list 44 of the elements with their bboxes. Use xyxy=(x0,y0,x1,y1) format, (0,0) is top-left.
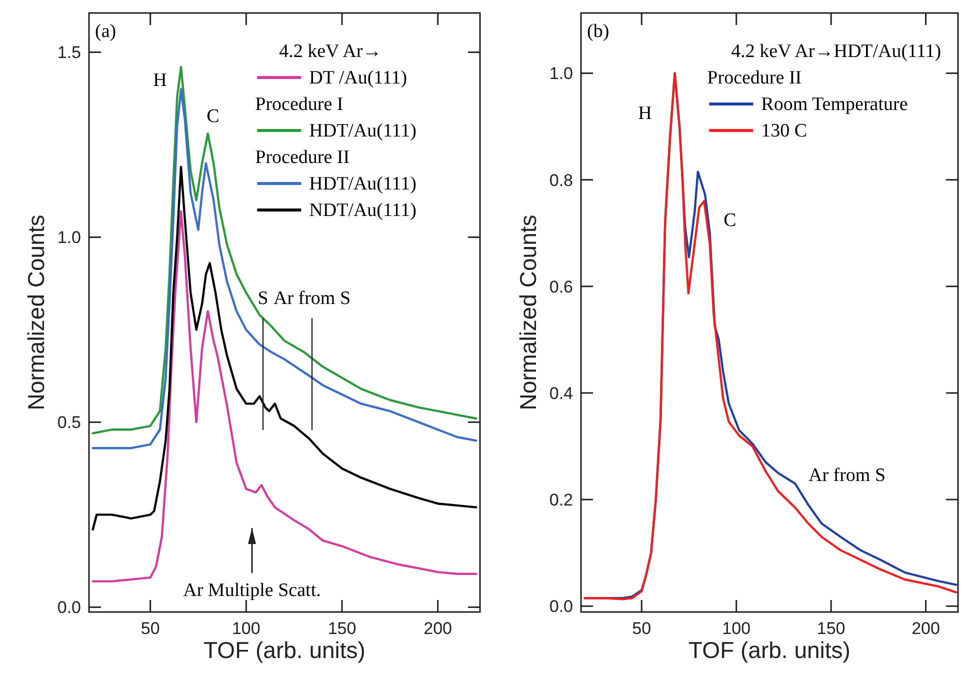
y-tick-label: 0.8 xyxy=(549,170,573,190)
y-tick-label: 0.6 xyxy=(549,277,573,296)
x-tick-label: 150 xyxy=(816,619,846,638)
y-tick-label: 1.5 xyxy=(57,43,81,62)
x-tick-label: 100 xyxy=(232,619,260,638)
annotation: Ar Multiple Scatt. xyxy=(183,580,321,601)
legend-title: 4.2 keV Ar→HDT/Au(111) xyxy=(731,41,942,62)
x-tick-label: 50 xyxy=(140,619,160,638)
legend-title: 4.2 keV Ar→ xyxy=(279,41,382,62)
x-tick-label: 200 xyxy=(912,619,940,638)
x-axis-title: TOF (arb. units) xyxy=(204,637,366,663)
legend-label: HDT/Au(111) xyxy=(309,174,416,194)
x-tick-label: 100 xyxy=(722,619,751,638)
legend-label: 130 C xyxy=(761,120,808,142)
x-tick-label: 50 xyxy=(632,619,652,638)
y-tick-label: 0.5 xyxy=(57,413,81,432)
annotation: Procedure II xyxy=(707,68,802,88)
y-tick-label: 0.0 xyxy=(549,597,573,616)
y-axis-title: Normalized Counts xyxy=(23,214,49,410)
annotation: H xyxy=(638,103,652,124)
annotation: Ar from S xyxy=(273,288,351,309)
y-tick-label: 0.4 xyxy=(549,384,573,403)
legend-label: NDT/Au(111) xyxy=(309,200,416,221)
annotation: Ar from S xyxy=(808,465,886,486)
x-tick-label: 200 xyxy=(424,619,452,638)
annotation: Procedure II xyxy=(255,147,350,168)
annotation: (a) xyxy=(95,21,116,42)
y-tick-label: 1.0 xyxy=(549,64,573,84)
y-tick-label: 0.0 xyxy=(57,598,81,618)
annotation: Procedure I xyxy=(255,94,344,115)
annotation: (b) xyxy=(587,21,610,42)
line-series xyxy=(92,166,478,531)
annotation: H xyxy=(153,70,168,91)
annotation: S xyxy=(258,288,268,309)
annotation: C xyxy=(724,210,736,231)
x-axis-title: TOF (arb. units) xyxy=(688,637,850,663)
y-axis-title: Normalized Counts xyxy=(515,214,541,410)
legend-label: Room Temperature xyxy=(761,94,908,115)
legend-label: DT /Au(111) xyxy=(309,68,408,88)
y-tick-label: 0.2 xyxy=(549,490,573,510)
y-tick-label: 1.0 xyxy=(57,228,81,248)
x-tick-label: 150 xyxy=(328,619,356,638)
annotation: C xyxy=(206,106,220,127)
legend-label: HDT/Au(111) xyxy=(309,120,416,142)
